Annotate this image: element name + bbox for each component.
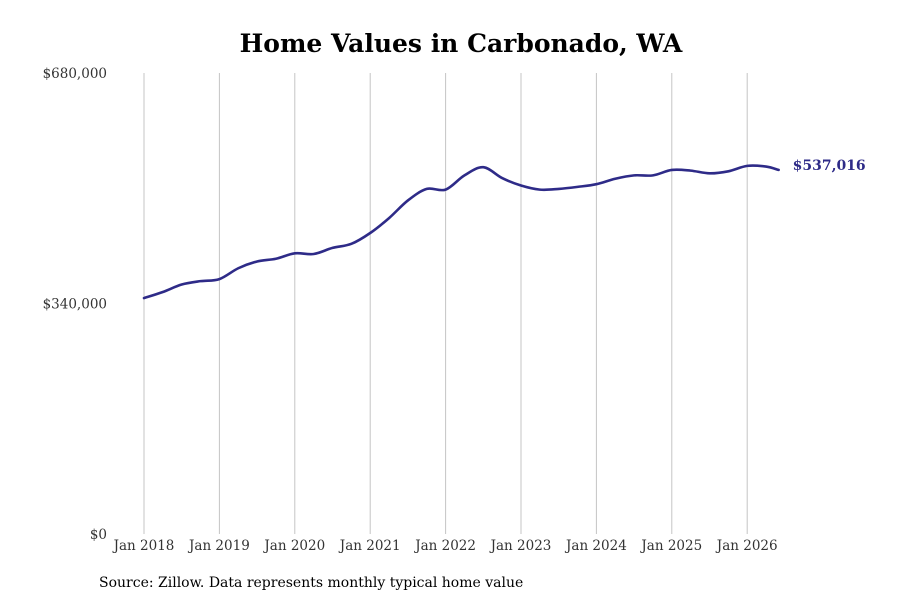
data-point	[407, 199, 409, 202]
data-point	[444, 188, 447, 191]
x-axis-ticks: Jan 2018 Jan 2019 Jan 2020 Jan 2021 Jan 2022…	[112, 538, 778, 554]
data-point	[557, 188, 560, 190]
y-tick-label: $680,000	[43, 66, 107, 82]
end-value-label: $537,016	[793, 158, 866, 174]
data-point	[162, 291, 164, 293]
data-point	[218, 278, 221, 280]
data-point	[425, 188, 428, 190]
series-layer	[142, 164, 780, 300]
data-point	[199, 280, 202, 282]
data-point	[689, 169, 692, 172]
data-point	[294, 252, 296, 255]
data-point	[331, 247, 334, 249]
x-tick-label: Jan 2021	[338, 538, 401, 554]
data-point	[652, 174, 654, 177]
data-point	[595, 183, 598, 185]
data-point	[614, 177, 617, 180]
data-point	[576, 186, 579, 188]
data-point	[180, 283, 183, 286]
x-tick-label: Jan 2026	[715, 538, 778, 554]
y-axis-ticks: $0 $340,000 $680,000	[43, 66, 107, 543]
data-point	[312, 253, 315, 255]
y-tick-label: $0	[90, 527, 107, 543]
data-point	[463, 174, 466, 177]
data-point	[237, 267, 240, 270]
data-point	[539, 188, 541, 191]
data-point	[388, 217, 390, 219]
x-tick-label: Jan 2019	[187, 538, 250, 554]
x-tick-label: Jan 2024	[564, 538, 627, 554]
source-note: Source: Zillow. Data represents monthly …	[99, 575, 523, 591]
data-point	[746, 165, 748, 167]
y-tick-label: $340,000	[43, 297, 107, 313]
vertical-grid	[143, 73, 748, 534]
data-point	[501, 177, 503, 179]
data-point	[143, 297, 145, 299]
x-tick-label: Jan 2025	[639, 538, 702, 554]
chart-title: Home Values in Carbonado, WA	[240, 29, 683, 58]
data-point	[777, 169, 780, 171]
data-point	[727, 170, 730, 173]
data-point	[765, 165, 767, 168]
data-point	[633, 174, 635, 177]
data-point	[350, 243, 353, 245]
data-point	[708, 172, 711, 175]
x-tick-label: Jan 2020	[262, 538, 325, 554]
data-point	[369, 232, 372, 234]
data-point	[256, 260, 258, 263]
data-point	[671, 169, 673, 171]
x-tick-label: Jan 2022	[413, 538, 476, 554]
data-point	[482, 166, 485, 169]
x-tick-label: Jan 2018	[112, 538, 175, 554]
series-line	[142, 164, 780, 300]
data-point	[275, 257, 277, 260]
x-tick-label: Jan 2023	[489, 538, 552, 554]
data-point	[520, 184, 522, 187]
